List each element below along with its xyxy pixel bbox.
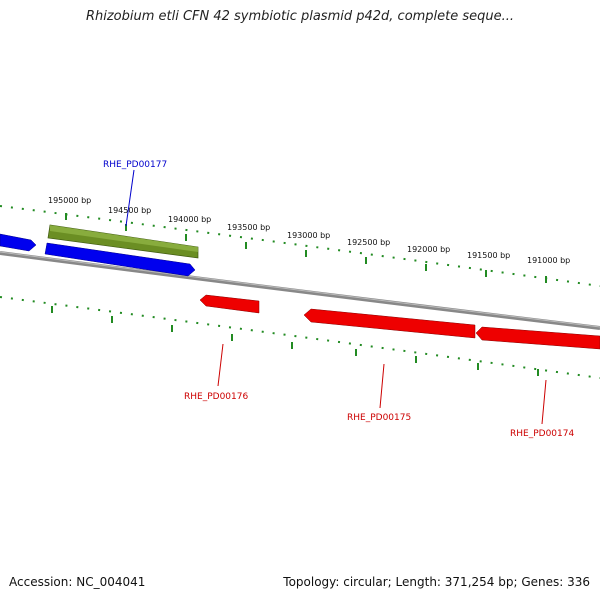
plasmid-backbone bbox=[0, 251, 600, 330]
gene-pd00174[interactable] bbox=[475, 326, 600, 350]
ruler-label-192000: 192000 bp bbox=[407, 245, 450, 254]
ruler-label-194000: 194000 bp bbox=[168, 215, 211, 224]
gene-pd00177-shade bbox=[50, 225, 198, 252]
topology-info: Topology: circular; Length: 371,254 bp; … bbox=[283, 575, 590, 589]
label-line-pd00174 bbox=[541, 379, 547, 425]
ruler-label-194500: 194500 bp bbox=[108, 206, 151, 215]
gene-pd00175[interactable] bbox=[303, 308, 476, 339]
outer-dotted-ruler bbox=[0, 205, 600, 287]
gene-label-pd00176[interactable]: RHE_PD00176 bbox=[184, 392, 248, 402]
ruler-label-191500: 191500 bp bbox=[467, 251, 510, 260]
ruler-label-193000: 193000 bp bbox=[287, 231, 330, 240]
label-line-pd00176 bbox=[217, 343, 224, 387]
ruler-label-192500: 192500 bp bbox=[347, 238, 390, 247]
gene-label-pd00174[interactable]: RHE_PD00174 bbox=[510, 429, 574, 439]
gene-forward-pd00177-strand[interactable] bbox=[44, 242, 196, 277]
gene-pd00176[interactable] bbox=[199, 294, 260, 314]
plasmid-backbone-highlight bbox=[0, 251, 600, 328]
ruler-label-195000: 195000 bp bbox=[48, 196, 91, 205]
ruler-label-191000: 191000 bp bbox=[527, 256, 570, 265]
ruler-label-193500: 193500 bp bbox=[227, 223, 270, 232]
gene-label-pd00175[interactable]: RHE_PD00175 bbox=[347, 413, 411, 423]
gene-label-pd00177[interactable]: RHE_PD00177 bbox=[103, 160, 167, 170]
accession-info: Accession: NC_004041 bbox=[9, 575, 146, 589]
map-title: Rhizobium etli CFN 42 symbiotic plasmid … bbox=[85, 9, 515, 24]
label-line-pd00177 bbox=[125, 169, 135, 227]
label-line-pd00175 bbox=[379, 363, 385, 409]
ruler-major-ticks bbox=[51, 213, 547, 376]
gene-forward-offscreen[interactable] bbox=[0, 233, 37, 252]
